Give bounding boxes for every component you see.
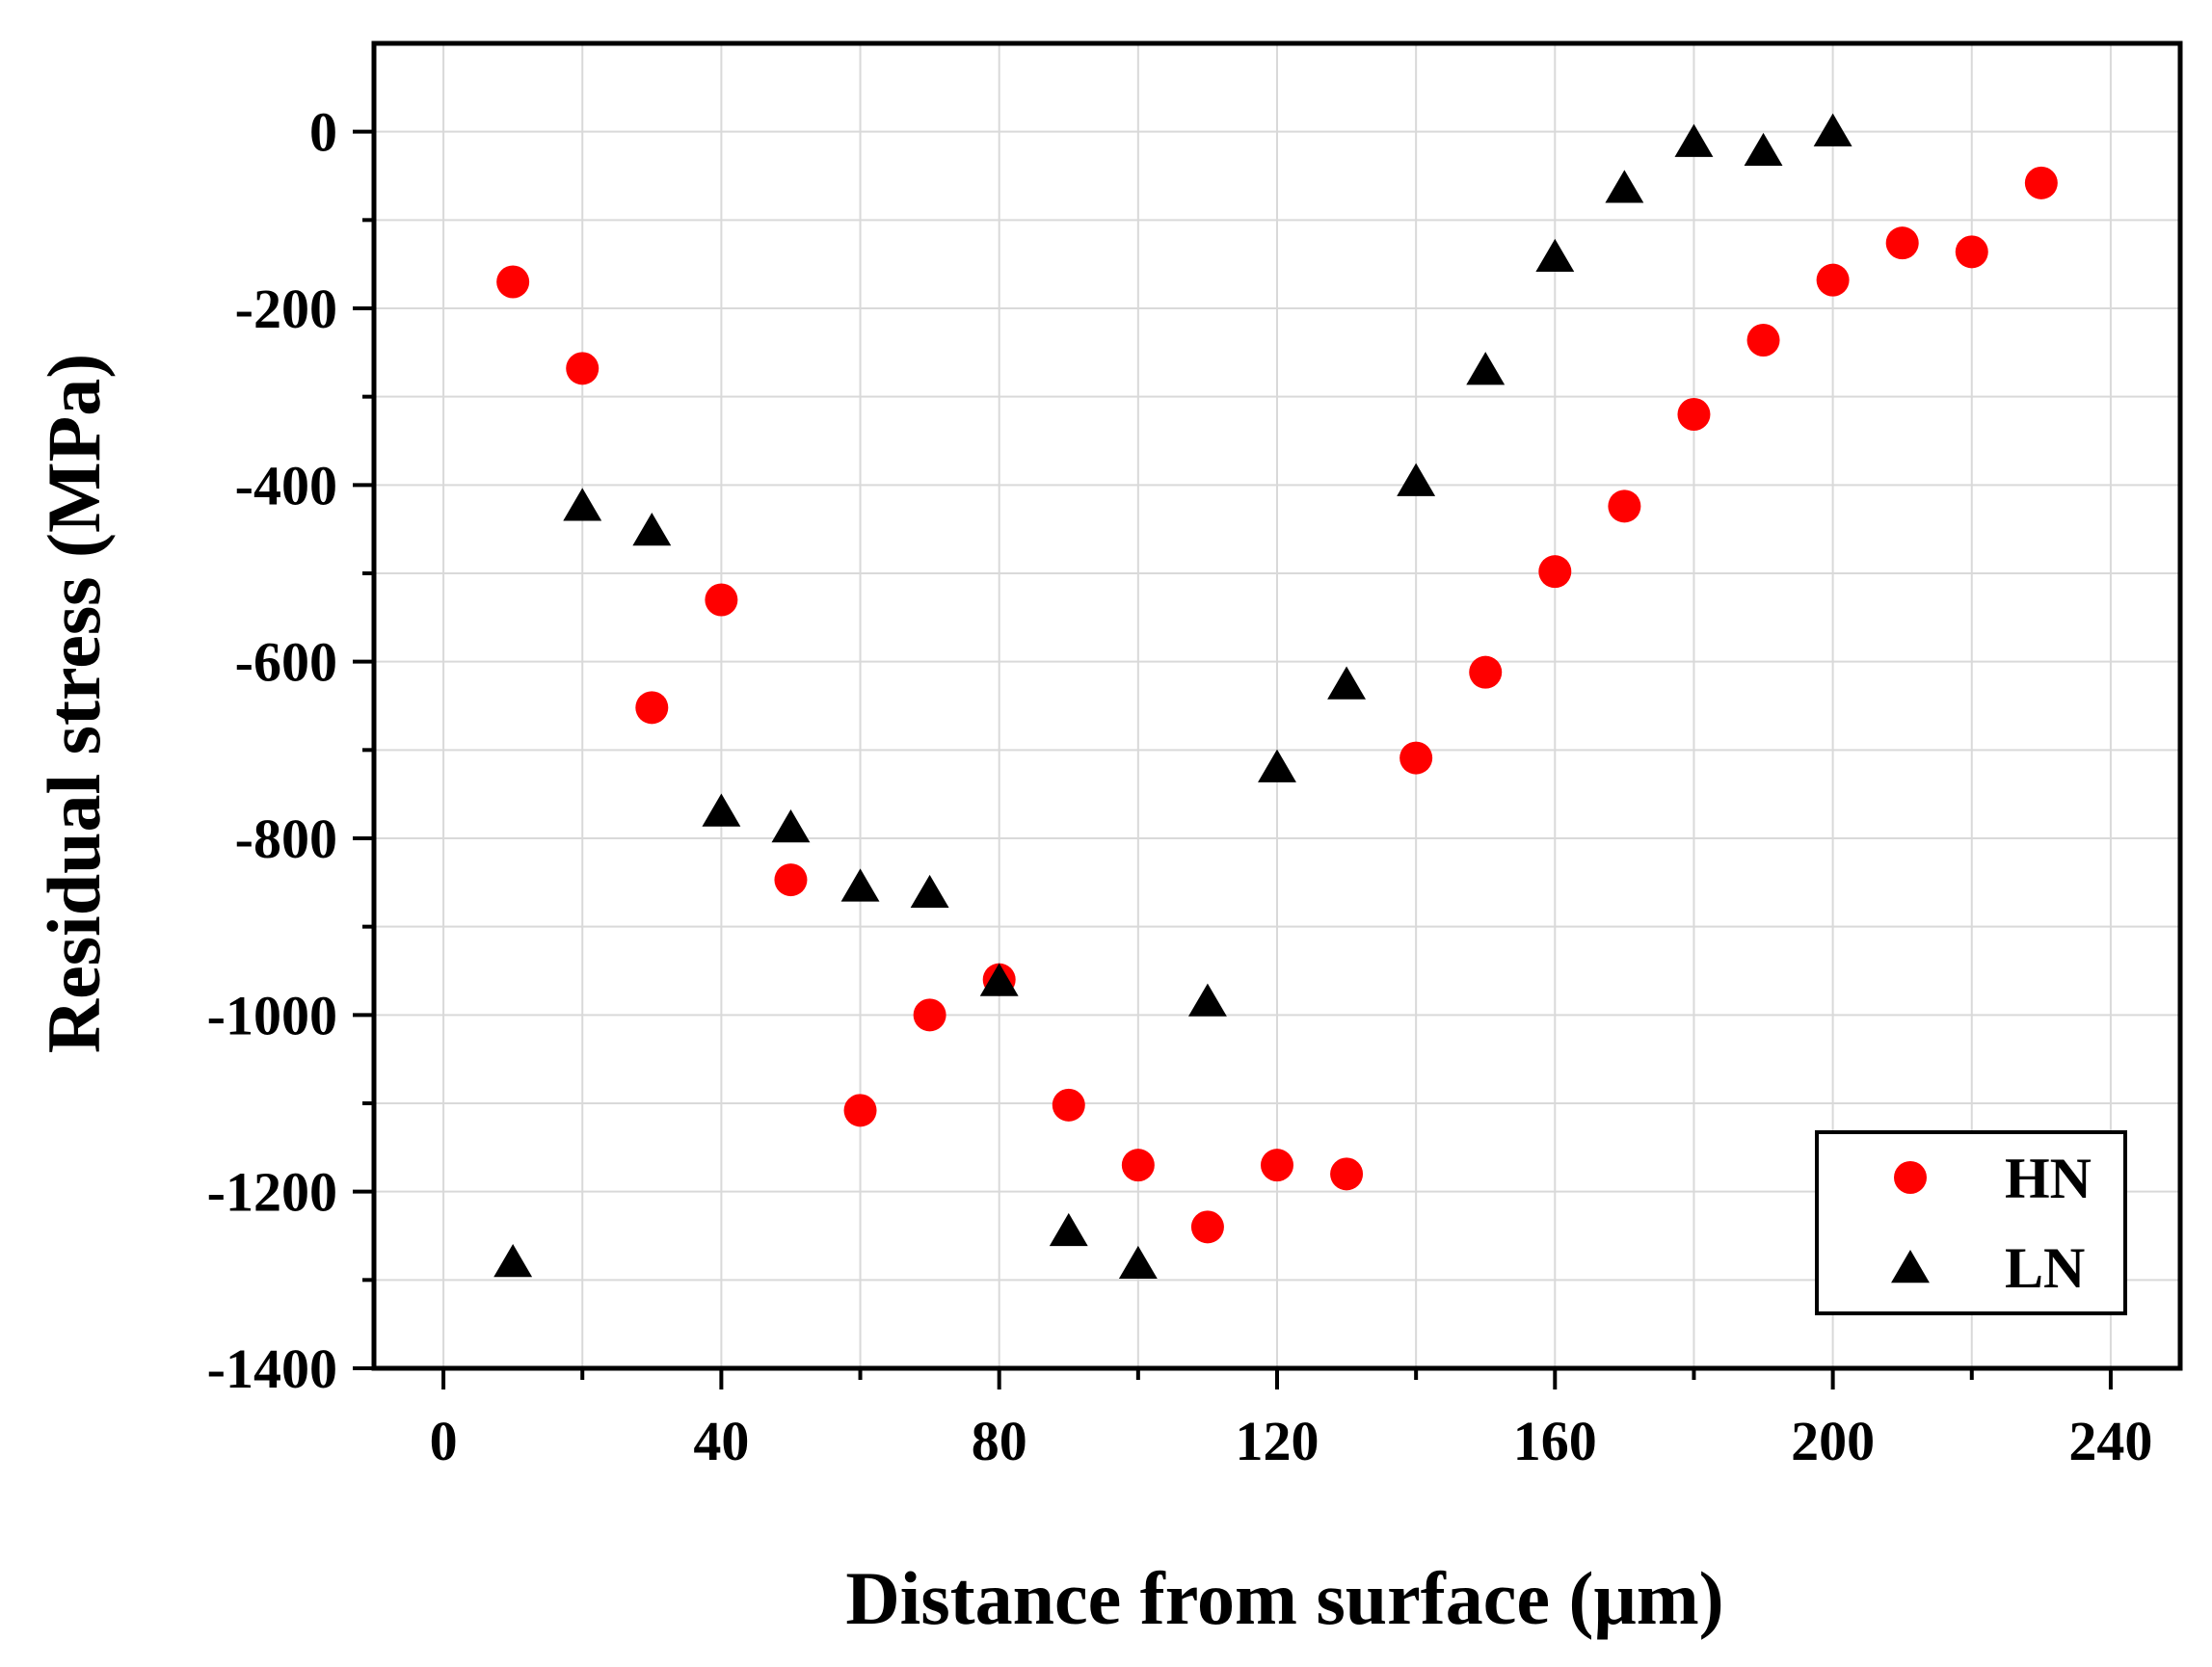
- x-tick-label: 240: [2068, 1410, 2152, 1472]
- ln-data-point: [910, 874, 949, 909]
- legend-hn-label: HN: [2005, 1147, 2092, 1210]
- y-axis-title: Residual stress (MPa): [32, 354, 116, 1054]
- ln-data-point: [1605, 170, 1644, 203]
- ln-data-point: [1466, 352, 1506, 385]
- legend-box: [1815, 1130, 2127, 1315]
- y-tick-label: -200: [235, 278, 337, 340]
- legend-ln-marker: [1891, 1250, 1930, 1283]
- axis-ticks: [353, 129, 2113, 1389]
- ln-data-point: [1118, 1245, 1158, 1280]
- hn-data-point: [1538, 555, 1572, 589]
- x-axis-title: Distance from surface (μm): [845, 1556, 1723, 1640]
- hn-data-point: [1746, 324, 1780, 357]
- tick-labels: 0 40 80 120 160 200 240 0 -200 -400 -600 -800 -1000 -…: [207, 101, 2153, 1472]
- ln-data-point: [493, 1244, 533, 1278]
- ln-data-point: [979, 963, 1019, 996]
- ln-data-point: [1397, 463, 1436, 496]
- hn-data-point: [705, 583, 738, 617]
- hn-data-point: [843, 1094, 877, 1127]
- ln-data-point: [1674, 123, 1714, 157]
- y-tick-label: -1400: [207, 1337, 337, 1400]
- y-tick-label: -600: [235, 631, 337, 694]
- x-tick-label: 120: [1236, 1410, 1319, 1472]
- hn-data-point: [1677, 398, 1711, 431]
- hn-data-point: [1816, 263, 1850, 297]
- y-tick-label: -400: [235, 454, 337, 516]
- hn-data-point: [774, 863, 808, 897]
- hn-data-point: [2024, 166, 2058, 199]
- x-tick-label: 160: [1513, 1410, 1597, 1472]
- x-tick-label: 80: [972, 1410, 1027, 1472]
- hn-data-point: [1399, 741, 1433, 775]
- y-tick-label: -800: [235, 807, 337, 870]
- ln-data-point: [771, 809, 811, 843]
- ln-data-point: [632, 513, 672, 546]
- ln-data-point: [1187, 983, 1227, 1017]
- ln-data-point: [1813, 113, 1852, 146]
- hn-data-point: [1885, 226, 1919, 260]
- hn-data-point: [635, 691, 669, 725]
- legend-ln-label: LN: [2005, 1236, 2085, 1300]
- hn-data-point: [1955, 235, 1988, 269]
- hn-data-point: [1190, 1210, 1224, 1244]
- legend: HN LN: [1815, 1130, 2127, 1315]
- ln-data-point: [1327, 666, 1367, 700]
- x-tick-label: 0: [430, 1410, 458, 1472]
- ln-data-point: [1535, 238, 1575, 273]
- ln-data-point: [1049, 1212, 1088, 1247]
- ln-data-point: [1744, 132, 1783, 167]
- hn-data-point: [1052, 1088, 1085, 1122]
- legend-hn-marker: [1894, 1161, 1927, 1194]
- hn-data-point: [1261, 1149, 1293, 1182]
- y-tick-label: 0: [309, 101, 337, 164]
- hn-data-point: [1469, 655, 1503, 689]
- hn-data-point: [496, 265, 530, 299]
- hn-data-point: [1330, 1157, 1364, 1191]
- ln-data-point: [840, 868, 880, 902]
- x-tick-label: 40: [693, 1410, 749, 1472]
- hn-data-point: [566, 352, 600, 385]
- data-points: [493, 113, 2058, 1280]
- ln-data-point: [702, 793, 741, 827]
- hn-data-point: [1121, 1149, 1155, 1182]
- x-tick-label: 200: [1791, 1410, 1875, 1472]
- y-tick-label: -1000: [207, 984, 337, 1046]
- hn-data-point: [913, 998, 946, 1032]
- hn-data-point: [1608, 490, 1641, 523]
- ln-data-point: [563, 488, 602, 521]
- ln-data-point: [1258, 749, 1296, 782]
- y-tick-label: -1200: [207, 1161, 337, 1224]
